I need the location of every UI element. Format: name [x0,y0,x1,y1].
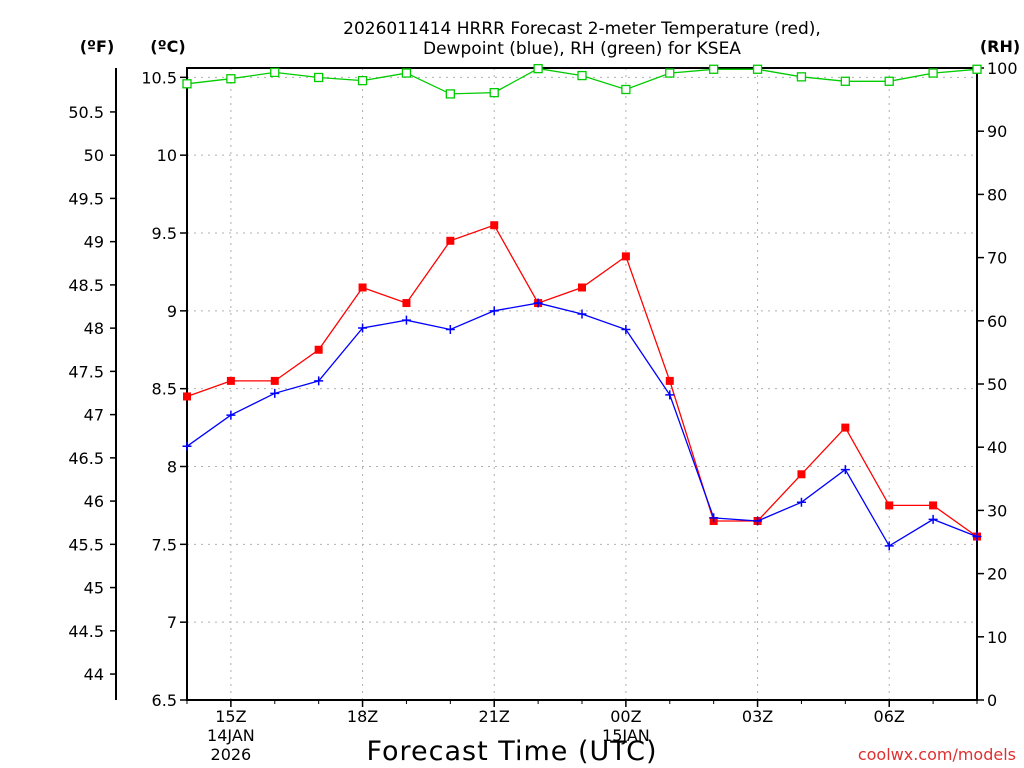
temperature-point [446,237,454,245]
rh-point [754,65,762,73]
x-tick-label: 21Z [479,707,510,726]
temperature-point [183,392,191,400]
celsius-tick-label: 9.5 [152,224,177,243]
rh-unit-label: (RH) [980,37,1020,56]
temperature-point [402,299,410,307]
rh-point [227,75,235,83]
rh-tick-label: 100 [987,59,1018,78]
celsius-tick-label: 6.5 [152,691,177,710]
fahrenheit-tick-label: 49.5 [68,189,104,208]
fahrenheit-tick-label: 48 [84,319,104,338]
fahrenheit-tick-label: 48.5 [68,276,104,295]
temperature-point [315,346,323,354]
x-tick-label: 06Z [874,707,905,726]
rh-tick-label: 40 [987,438,1007,457]
temperature-point [841,424,849,432]
celsius-tick-label: 10.5 [141,68,177,87]
x-tick-sublabel: 2026 [211,745,252,764]
rh-tick-label: 70 [987,249,1007,268]
x-tick-sublabel: 14JAN [207,726,255,745]
rh-point [315,73,323,81]
rh-point [490,89,498,97]
fahrenheit-tick-label: 44 [84,665,104,684]
fahrenheit-tick-label: 47.5 [68,362,104,381]
rh-tick-label: 80 [987,185,1007,204]
temperature-point [666,377,674,385]
fahrenheit-unit-label: (ºF) [80,37,115,56]
temperature-point [622,252,630,260]
credit-label: coolwx.com/models [858,745,1016,764]
rh-point [578,72,586,80]
rh-point [710,65,718,73]
rh-point [973,65,981,73]
rh-tick-label: 60 [987,312,1007,331]
fahrenheit-tick-label: 46.5 [68,449,104,468]
temperature-point [359,283,367,291]
temperature-point [885,501,893,509]
rh-tick-label: 50 [987,375,1007,394]
rh-point [841,77,849,85]
fahrenheit-tick-label: 45.5 [68,535,104,554]
rh-point [271,68,279,76]
rh-point [359,77,367,85]
fahrenheit-tick-label: 45 [84,579,104,598]
rh-point [622,85,630,93]
fahrenheit-tick-label: 50 [84,146,104,165]
fahrenheit-tick-label: 46 [84,492,104,511]
temperature-point [929,501,937,509]
temperature-point [271,377,279,385]
chart-title-line-2: Dewpoint (blue), RH (green) for KSEA [423,39,741,59]
rh-tick-label: 30 [987,501,1007,520]
chart-title-line-1: 2026011414 HRRR Forecast 2-meter Tempera… [343,19,821,39]
x-axis-label: Forecast Time (UTC) [366,736,657,767]
rh-point [402,69,410,77]
x-tick-label: 03Z [742,707,773,726]
celsius-tick-label: 8 [167,458,177,477]
rh-point [534,65,542,73]
temperature-point [227,377,235,385]
celsius-tick-label: 7.5 [152,535,177,554]
fahrenheit-tick-label: 50.5 [68,103,104,122]
celsius-tick-label: 7 [167,613,177,632]
rh-point [929,69,937,77]
temperature-point [578,283,586,291]
rh-point [797,73,805,81]
rh-point [885,77,893,85]
celsius-tick-label: 10 [157,146,177,165]
temperature-point [490,221,498,229]
celsius-unit-label: (ºC) [150,37,185,56]
x-tick-label: 00Z [610,707,641,726]
rh-point [183,80,191,88]
fahrenheit-tick-label: 49 [84,233,104,252]
fahrenheit-tick-label: 47 [84,406,104,425]
celsius-tick-label: 9 [167,302,177,321]
temperature-point [797,470,805,478]
rh-point [446,90,454,98]
x-tick-label: 18Z [347,707,378,726]
rh-tick-label: 20 [987,565,1007,584]
celsius-tick-label: 8.5 [152,380,177,399]
forecast-chart: 2026011414 HRRR Forecast 2-meter Tempera… [0,0,1024,768]
rh-tick-label: 0 [987,691,997,710]
x-tick-label: 15Z [215,707,246,726]
rh-point [666,69,674,77]
rh-tick-label: 10 [987,628,1007,647]
rh-tick-label: 90 [987,122,1007,141]
fahrenheit-tick-label: 44.5 [68,622,104,641]
